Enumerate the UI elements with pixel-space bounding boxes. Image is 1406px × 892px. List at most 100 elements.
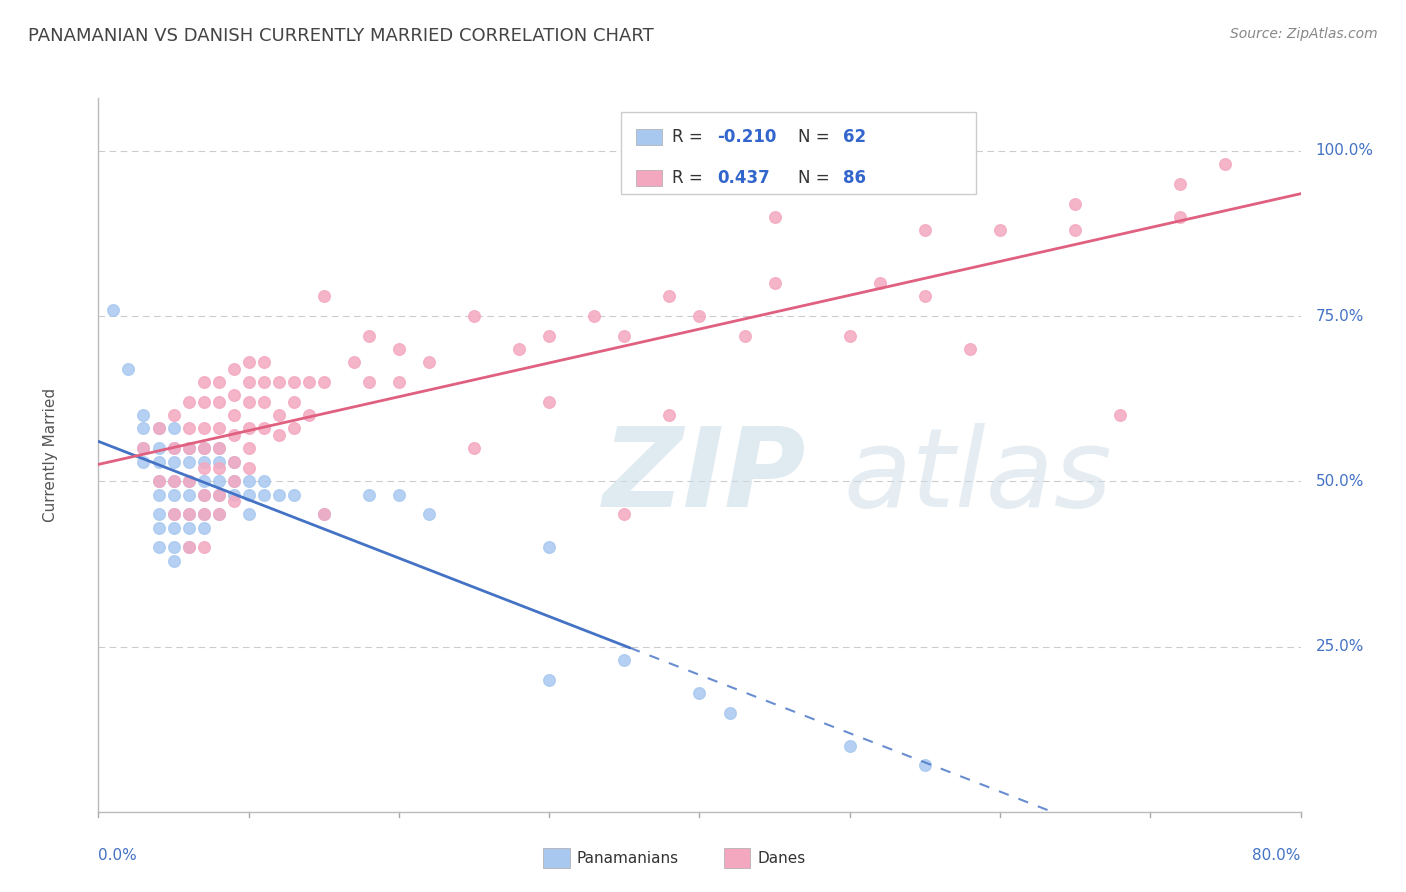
FancyBboxPatch shape — [636, 170, 662, 186]
Point — [253, 421, 276, 435]
Point — [312, 376, 335, 390]
Point — [267, 376, 290, 390]
Point — [312, 508, 335, 522]
Point — [538, 395, 561, 409]
Text: atlas: atlas — [844, 423, 1112, 530]
Point — [193, 487, 215, 501]
Point — [148, 421, 170, 435]
Text: R =: R = — [672, 128, 707, 146]
Point — [238, 508, 260, 522]
Point — [193, 520, 215, 534]
Point — [208, 487, 231, 501]
Point — [388, 487, 411, 501]
Point — [148, 487, 170, 501]
Point — [208, 442, 231, 456]
Point — [267, 487, 290, 501]
Point — [253, 355, 276, 369]
Point — [238, 395, 260, 409]
Point — [177, 487, 200, 501]
Point — [253, 475, 276, 489]
Point — [538, 329, 561, 343]
Point — [222, 428, 245, 442]
Point — [103, 302, 125, 317]
Text: -0.210: -0.210 — [717, 128, 778, 146]
Text: ZIP: ZIP — [603, 423, 807, 530]
Point — [222, 487, 245, 501]
Point — [613, 508, 636, 522]
Point — [1109, 409, 1132, 423]
FancyBboxPatch shape — [543, 848, 569, 868]
Point — [162, 442, 184, 456]
Point — [838, 739, 860, 753]
Text: Source: ZipAtlas.com: Source: ZipAtlas.com — [1230, 27, 1378, 41]
Point — [583, 309, 606, 323]
Point — [658, 409, 681, 423]
Point — [132, 421, 155, 435]
Text: Currently Married: Currently Married — [42, 388, 58, 522]
Point — [238, 376, 260, 390]
Point — [222, 454, 245, 468]
Point — [177, 421, 200, 435]
Point — [208, 487, 231, 501]
Point — [162, 520, 184, 534]
Point — [193, 461, 215, 475]
Text: 80.0%: 80.0% — [1253, 848, 1301, 863]
Point — [208, 508, 231, 522]
Point — [357, 376, 380, 390]
Point — [763, 210, 786, 224]
Point — [613, 329, 636, 343]
Text: Danes: Danes — [758, 851, 806, 865]
Point — [222, 475, 245, 489]
Point — [253, 376, 276, 390]
Point — [418, 508, 440, 522]
Point — [283, 487, 305, 501]
Point — [162, 442, 184, 456]
Point — [208, 475, 231, 489]
Text: 50.0%: 50.0% — [1316, 474, 1364, 489]
Point — [177, 442, 200, 456]
Point — [132, 454, 155, 468]
Point — [193, 475, 215, 489]
Point — [162, 541, 184, 555]
Point — [208, 395, 231, 409]
Point — [193, 508, 215, 522]
Point — [538, 541, 561, 555]
Point — [208, 442, 231, 456]
Text: N =: N = — [799, 128, 835, 146]
Point — [222, 494, 245, 508]
Point — [208, 376, 231, 390]
Point — [658, 289, 681, 303]
Point — [613, 653, 636, 667]
Point — [162, 554, 184, 568]
Point — [193, 442, 215, 456]
Point — [298, 376, 321, 390]
Point — [132, 409, 155, 423]
Point — [959, 342, 981, 356]
Point — [283, 376, 305, 390]
Point — [208, 461, 231, 475]
Point — [208, 508, 231, 522]
Point — [208, 454, 231, 468]
Text: R =: R = — [672, 169, 707, 187]
Text: 86: 86 — [842, 169, 866, 187]
Point — [177, 541, 200, 555]
Point — [222, 454, 245, 468]
Point — [177, 454, 200, 468]
Point — [1064, 223, 1087, 237]
Point — [238, 487, 260, 501]
Point — [253, 395, 276, 409]
Text: 75.0%: 75.0% — [1316, 309, 1364, 324]
Point — [267, 428, 290, 442]
Point — [267, 409, 290, 423]
Point — [418, 355, 440, 369]
Point — [283, 395, 305, 409]
Point — [688, 309, 710, 323]
Point — [162, 508, 184, 522]
Point — [193, 541, 215, 555]
Point — [388, 376, 411, 390]
Point — [1064, 197, 1087, 211]
Point — [148, 508, 170, 522]
Text: PANAMANIAN VS DANISH CURRENTLY MARRIED CORRELATION CHART: PANAMANIAN VS DANISH CURRENTLY MARRIED C… — [28, 27, 654, 45]
Text: 100.0%: 100.0% — [1316, 144, 1374, 159]
Point — [838, 329, 860, 343]
